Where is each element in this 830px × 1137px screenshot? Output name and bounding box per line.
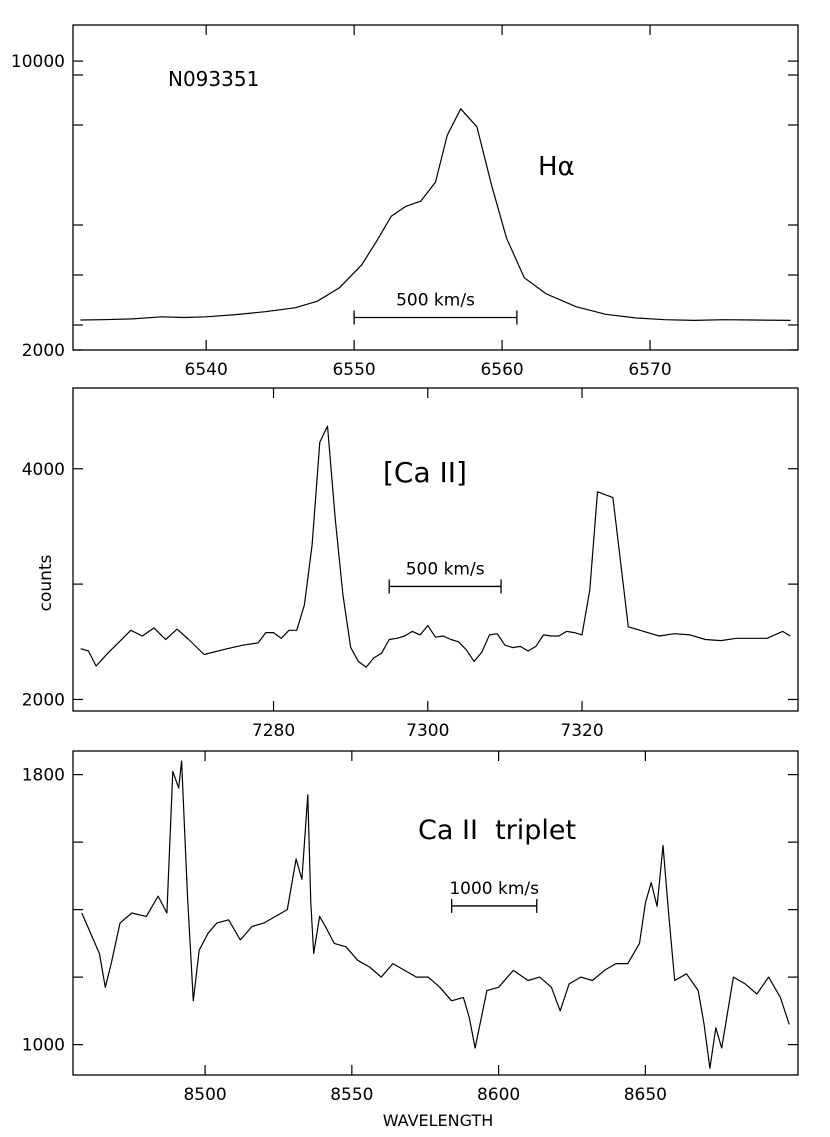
halpha-panel: 6540 6550 6560 6570 2000 10000 500 km/s N09335… xyxy=(11,24,799,380)
object-name-label: N093351 xyxy=(168,67,259,91)
halpha-x-tick-label: 6540 xyxy=(185,360,228,380)
ca-ii-forbidden-spectrum-line xyxy=(80,425,791,668)
ca-ii-forbidden-axes: 7280 7300 7320 2000 4000 500 km/s xyxy=(22,388,798,741)
halpha-scale-bar-label: 500 km/s xyxy=(396,291,475,311)
halpha-y-tick-label: 10000 xyxy=(11,52,65,72)
ca-ii-forbidden-plot-frame xyxy=(72,387,799,712)
ca-ii-forbidden-scale-bar-label: 500 km/s xyxy=(406,559,485,579)
ca-ii-triplet-panel: 8500 8550 8600 8650 1000 1800 1000 km/s Ca II … xyxy=(22,750,799,1130)
x-axis-label-wavelength: WAVELENGTH xyxy=(383,1111,494,1130)
halpha-plot-frame xyxy=(72,24,799,351)
ca-ii-triplet-scale-bar-label: 1000 km/s xyxy=(449,879,539,899)
ca-ii-forbidden-panel: 7280 7300 7320 2000 4000 500 km/s [Ca II] cou… xyxy=(22,387,799,741)
ca-ii-triplet-spectrum-line xyxy=(81,760,790,1069)
ca-ii-triplet-x-tick-label: 8550 xyxy=(330,1085,373,1105)
ca-ii-triplet-x-tick-label: 8500 xyxy=(183,1085,226,1105)
ca-ii-triplet-y-tick-label: 1800 xyxy=(22,766,65,786)
ca-ii-triplet-x-tick-label: 8600 xyxy=(477,1085,520,1105)
ca-ii-forbidden-x-tick-label: 7320 xyxy=(560,721,603,741)
halpha-x-tick-label: 6550 xyxy=(332,360,375,380)
y-axis-label-counts: counts xyxy=(36,554,56,611)
halpha-x-tick-label: 6560 xyxy=(480,360,523,380)
halpha-axes: 6540 6550 6560 6570 2000 10000 500 km/s xyxy=(11,25,798,380)
ca-ii-triplet-plot-frame xyxy=(72,750,799,1076)
halpha-spectrum-line xyxy=(80,108,791,321)
ca-ii-triplet-line-label: Ca II triplet xyxy=(418,815,576,846)
ca-ii-forbidden-x-tick-label: 7300 xyxy=(406,721,449,741)
halpha-line-label: Hα xyxy=(538,152,575,182)
halpha-y-tick-label: 2000 xyxy=(22,341,65,361)
ca-ii-triplet-y-tick-label: 1000 xyxy=(22,1036,65,1056)
halpha-x-tick-label: 6570 xyxy=(628,360,671,380)
ca-ii-forbidden-x-tick-label: 7280 xyxy=(252,721,295,741)
ca-ii-triplet-x-tick-label: 8650 xyxy=(624,1085,667,1105)
ca-ii-triplet-axes: 8500 8550 8600 8650 1000 1800 1000 km/s xyxy=(22,751,798,1105)
ca-ii-forbidden-y-tick-label: 4000 xyxy=(22,460,65,480)
ca-ii-forbidden-y-tick-label: 2000 xyxy=(22,690,65,710)
ca-ii-forbidden-line-label: [Ca II] xyxy=(383,456,467,489)
